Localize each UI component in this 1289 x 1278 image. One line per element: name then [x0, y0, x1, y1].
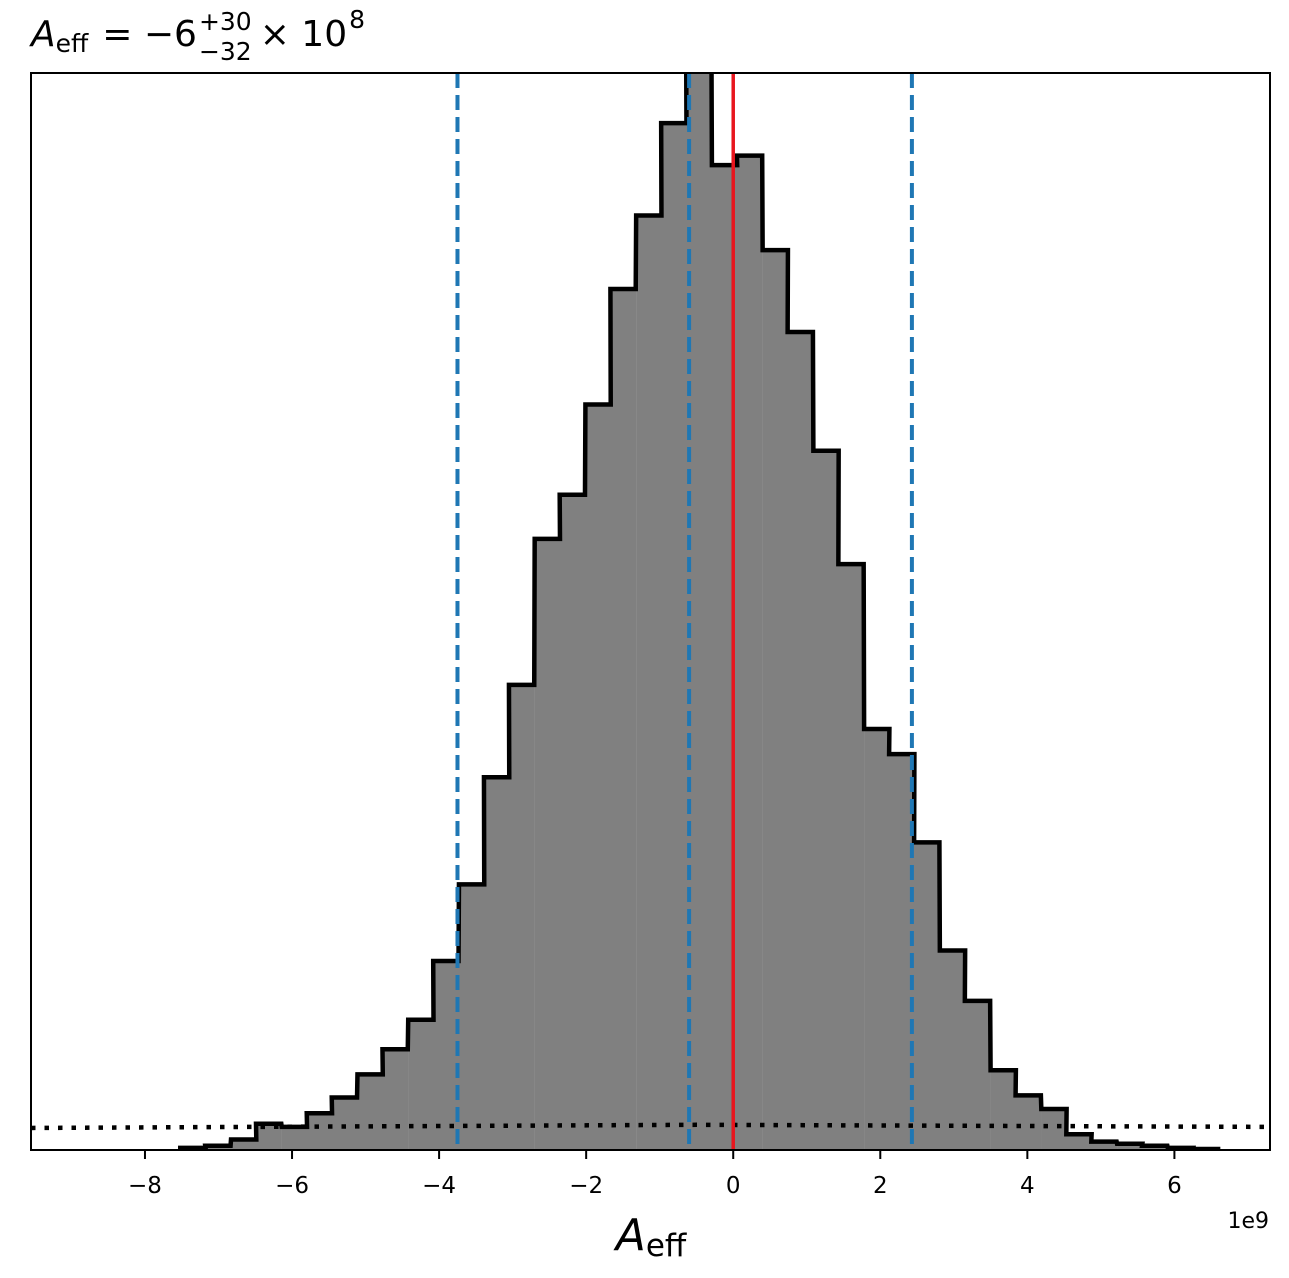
histogram-bar [508, 684, 535, 1150]
histogram-bar [939, 950, 966, 1150]
x-tick-label: −2 [569, 1173, 603, 1199]
histogram-bar [408, 1019, 435, 1150]
axes-frame [30, 72, 1271, 1151]
plot-area [31, 73, 1270, 1150]
histogram-bar [889, 754, 916, 1150]
histogram-bar [661, 123, 688, 1150]
x-axis-ticks: −8 −6 −4 −2 0 2 4 6 [128, 1150, 1182, 1199]
histogram-bar [787, 332, 814, 1150]
x-axis-label: Aeff [613, 1210, 687, 1264]
histogram-bar [1066, 1134, 1093, 1150]
histogram-bar [736, 155, 763, 1150]
histogram-bar [559, 494, 586, 1150]
histogram-bar [914, 842, 941, 1150]
x-tick-label: 0 [726, 1173, 741, 1199]
histogram-bar [281, 1126, 308, 1150]
histogram-bar [483, 777, 510, 1150]
histogram-bar [231, 1139, 257, 1150]
x-tick-label: 2 [873, 1173, 888, 1199]
histogram-bar [838, 564, 865, 1150]
histogram-bar [382, 1049, 409, 1150]
histogram-outline [178, 73, 1221, 1150]
histogram-bar [762, 250, 789, 1150]
histogram-bar [1091, 1141, 1118, 1150]
histogram-bar [864, 728, 891, 1150]
histogram-bar [433, 961, 460, 1150]
histogram-bar [534, 538, 561, 1150]
offset-text: 1e9 [1227, 1209, 1269, 1234]
histogram-bar [458, 884, 485, 1150]
histogram-bar [1041, 1109, 1068, 1150]
histogram-bar [990, 1070, 1017, 1150]
histogram-bar [306, 1113, 333, 1150]
prior-dotted-line [31, 1122, 1270, 1131]
histogram-bar [357, 1074, 384, 1150]
chart-title: Aeff = −6+30 −32 × 108 [29, 5, 365, 66]
x-tick-label: −6 [275, 1173, 309, 1199]
histogram-bar [585, 404, 612, 1150]
histogram-bar [636, 215, 663, 1150]
reference-lines [455, 73, 914, 1150]
histogram-bar [331, 1097, 358, 1150]
x-tick-label: 4 [1020, 1173, 1035, 1199]
x-tick-label: −8 [128, 1173, 162, 1199]
histogram-bar [610, 289, 637, 1150]
histogram-bar [1117, 1143, 1143, 1150]
histogram-bars [180, 73, 1219, 1150]
histogram-bar [1015, 1095, 1042, 1150]
x-tick-label: 6 [1167, 1173, 1182, 1199]
histogram-bar [813, 450, 840, 1150]
x-tick-label: −4 [422, 1173, 456, 1199]
